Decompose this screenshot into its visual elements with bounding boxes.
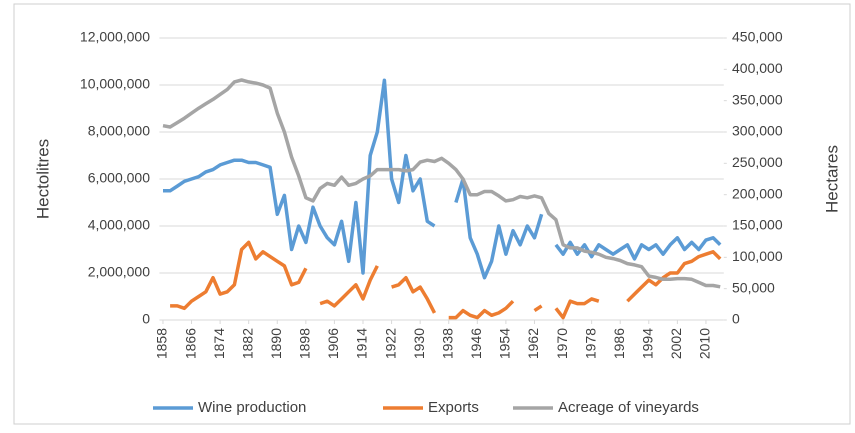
x-tick-label: 1914 [354,328,370,359]
x-tick-label: 1930 [411,328,427,359]
x-tick-label: 1874 [211,328,227,359]
y2-tick-label: 200,000 [732,185,783,201]
y2-tick-label: 450,000 [732,29,783,45]
y-tick-label: 0 [142,311,150,327]
x-tick-label: 2010 [697,328,713,359]
y2-tick-label: 100,000 [732,248,783,264]
y2-tick-label: 0 [732,311,740,327]
legend-label: Exports [428,399,479,416]
x-tick-label: 1866 [182,328,198,359]
y2-tick-label: 150,000 [732,217,783,233]
x-tick-label: 1954 [497,328,513,359]
x-tick-label: 2002 [668,328,684,359]
y-axis-title: Hectolitres [33,139,52,219]
x-tick-label: 1986 [611,328,627,359]
y-tick-label: 2,000,000 [88,264,150,280]
y2-tick-label: 300,000 [732,123,783,139]
series-line [162,78,721,289]
y2-tick-label: 250,000 [732,154,783,170]
x-tick-label: 1906 [325,328,341,359]
x-tick-label: 1994 [639,328,655,359]
y2-tick-label: 350,000 [732,91,783,107]
y2-axis-title: Hectares [822,145,841,213]
x-tick-label: 1978 [582,328,598,359]
y-tick-label: 4,000,000 [88,217,150,233]
chart-frame [13,3,851,425]
series-line [163,78,722,280]
x-tick-label: 1882 [239,328,255,359]
y-tick-label: 6,000,000 [88,170,150,186]
y2-tick-label: 50,000 [732,279,775,295]
x-tick-label: 1922 [382,328,398,359]
y-tick-label: 8,000,000 [88,123,150,139]
x-tick-label: 1890 [268,328,284,359]
x-tick-label: 1858 [154,328,170,359]
x-tick-label: 1946 [468,328,484,359]
y2-tick-label: 400,000 [732,60,783,76]
x-tick-label: 1970 [554,328,570,359]
legend-label: Wine production [198,399,306,416]
x-tick-label: 1962 [525,328,541,359]
legend-label: Acreage of vineyards [558,399,699,416]
x-tick-label: 1938 [439,328,455,359]
series-line [170,240,722,320]
x-tick-label: 1898 [297,328,313,359]
y-tick-label: 10,000,000 [80,76,150,92]
y-tick-label: 12,000,000 [80,29,150,45]
